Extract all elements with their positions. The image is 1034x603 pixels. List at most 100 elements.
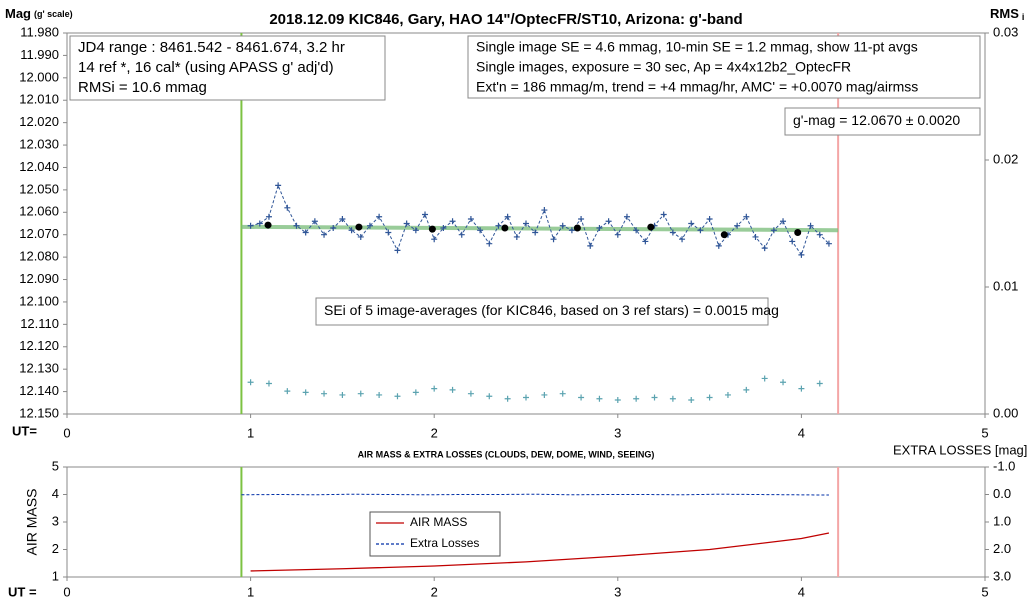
- point: [679, 236, 686, 243]
- annotation-text: Single image SE = 4.6 mmag, 10-min SE = …: [476, 39, 918, 55]
- point: [431, 385, 438, 392]
- point: [770, 227, 777, 234]
- point: [357, 390, 364, 397]
- point: [394, 247, 401, 254]
- x-tick-label: 4: [798, 425, 805, 440]
- point: [513, 233, 520, 240]
- point: [394, 393, 401, 400]
- annotation-text: 14 ref *, 16 cal* (using APASS g' adj'd): [78, 59, 334, 76]
- series-line: [241, 224, 839, 233]
- point: [403, 220, 410, 227]
- y2-tick-label: 0.02: [993, 151, 1018, 166]
- point: [385, 229, 392, 236]
- point: [355, 223, 363, 231]
- y2-tick-label: 0.00: [993, 405, 1018, 420]
- point: [449, 218, 456, 225]
- point: [339, 216, 346, 223]
- annotation-text: SEi of 5 image-averages (for KIC846, bas…: [324, 302, 779, 318]
- point: [376, 391, 383, 398]
- point: [761, 375, 768, 382]
- y-axis-label: AIR MASS: [24, 489, 40, 556]
- point: [486, 240, 493, 247]
- legend-box: [369, 511, 501, 557]
- point: [428, 225, 436, 233]
- point: [688, 397, 695, 404]
- point: [720, 231, 728, 239]
- point: [669, 229, 676, 236]
- y-tick-label: 12.100: [19, 293, 59, 308]
- point: [321, 390, 328, 397]
- point: [504, 213, 511, 220]
- y-tick-label: 12.030: [19, 136, 59, 151]
- point: [647, 223, 655, 231]
- x-tick-label: 1: [247, 584, 254, 599]
- series-line: [241, 493, 829, 496]
- point: [633, 395, 640, 402]
- point: [573, 224, 581, 232]
- x-tick-label: 3: [614, 425, 621, 440]
- point: [752, 233, 759, 240]
- point: [559, 222, 566, 229]
- point: [614, 231, 621, 238]
- point: [412, 227, 419, 234]
- point: [357, 233, 364, 240]
- point: [596, 395, 603, 402]
- x-tick-label: 5: [981, 584, 988, 599]
- point: [523, 394, 529, 401]
- point: [504, 395, 511, 402]
- point: [523, 220, 529, 227]
- point: [339, 391, 346, 398]
- x-tick-label: 1: [247, 425, 254, 440]
- annotation-text: JD4 range : 8461.542 - 8461.674, 3.2 hr: [78, 39, 345, 56]
- point: [651, 394, 658, 401]
- point: [467, 390, 474, 397]
- x-tick-label: 0: [63, 584, 70, 599]
- point: [559, 390, 566, 397]
- x-axis-label: UT=: [12, 423, 37, 438]
- point: [706, 216, 713, 223]
- point: [376, 213, 383, 220]
- point: [467, 216, 474, 223]
- point: [256, 220, 263, 227]
- point: [743, 213, 750, 220]
- x-tick-label: 0: [63, 425, 70, 440]
- y2-tick-label: 2.0: [993, 541, 1011, 556]
- annotation-text: g'-mag = 12.0670 ± 0.0020: [793, 112, 960, 128]
- point: [247, 379, 254, 386]
- y2-tick-label: -1.0: [993, 458, 1015, 473]
- point: [541, 207, 548, 214]
- point: [587, 242, 594, 249]
- y-tick-label: 12.110: [20, 316, 59, 331]
- point: [568, 227, 575, 234]
- point: [495, 222, 502, 229]
- chart-title: AIR MASS & EXTRA LOSSES (CLOUDS, DEW, DO…: [358, 449, 655, 459]
- point: [348, 227, 355, 234]
- point: [688, 220, 695, 227]
- x-tick-label: 3: [614, 584, 621, 599]
- y2-axis-label-main: RMS: [990, 6, 1019, 21]
- point: [458, 231, 465, 238]
- point: [541, 391, 548, 398]
- annotation-text: Single images, exposure = 30 sec, Ap = 4…: [476, 59, 851, 75]
- point: [825, 240, 832, 247]
- plot-frame: [66, 32, 986, 415]
- x-axis-label: UT =: [8, 584, 37, 599]
- point: [550, 236, 557, 243]
- y2-axis-label: RMS i: [990, 6, 1024, 22]
- y2-tick-label: 0.03: [993, 24, 1018, 39]
- point: [780, 379, 787, 386]
- point: [798, 385, 805, 392]
- y-tick-label: 12.040: [19, 159, 59, 174]
- point: [807, 222, 814, 229]
- point: [761, 245, 768, 252]
- y-tick-label: 3: [52, 513, 59, 528]
- point: [284, 388, 291, 395]
- series-line: [250, 532, 830, 572]
- point: [486, 393, 493, 400]
- y-tick-label: 12.070: [19, 226, 59, 241]
- y-tick-label: 12.080: [19, 249, 59, 264]
- point: [247, 222, 254, 229]
- point: [449, 386, 456, 393]
- point: [724, 391, 731, 398]
